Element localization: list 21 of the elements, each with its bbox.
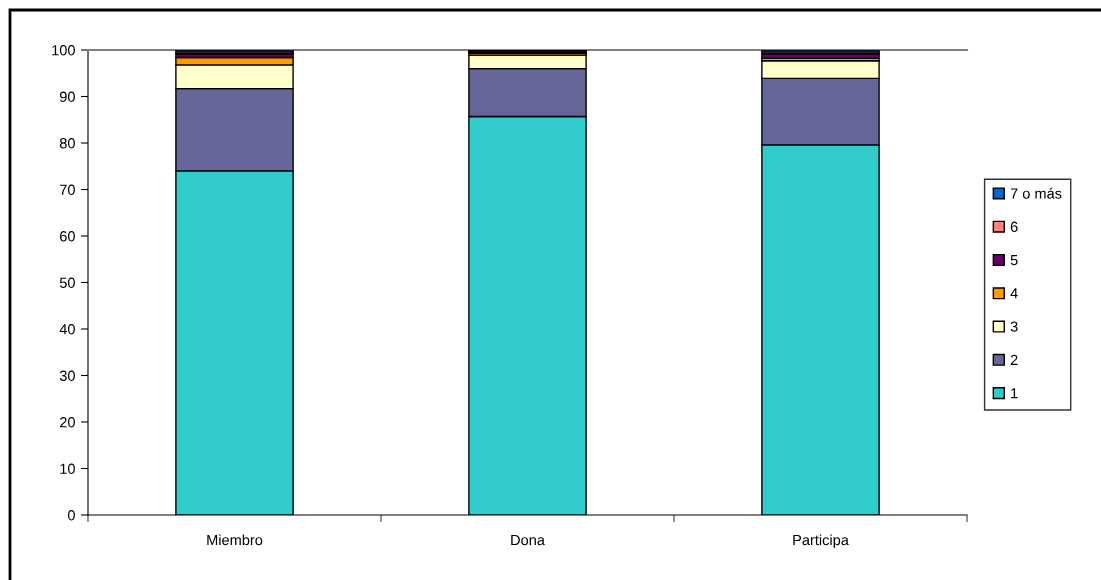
y-tick-label: 90 <box>59 91 75 102</box>
y-tick-label: 80 <box>59 138 75 149</box>
legend-label: 4 <box>1010 288 1018 299</box>
legend-label: 5 <box>1010 255 1018 266</box>
legend-label: 7 o más <box>1010 187 1062 199</box>
x-tick-label: Participa <box>793 534 849 549</box>
y-tick-label: 0 <box>67 510 75 521</box>
x-tick-label: Dona <box>511 534 545 546</box>
legend-label: 6 <box>1010 221 1018 232</box>
y-tick-label: 60 <box>60 231 75 242</box>
y-tick-label: 10 <box>60 463 75 474</box>
y-tick-label: 100 <box>52 45 75 56</box>
y-tick-label: 30 <box>59 370 75 381</box>
legend-label: 1 <box>1011 388 1018 399</box>
y-tick-label: 50 <box>59 277 75 288</box>
x-tick-label: Miembro <box>207 534 263 546</box>
y-tick-label: 40 <box>59 324 75 335</box>
legend-label: 3 <box>1010 321 1018 332</box>
y-tick-label: 70 <box>60 184 75 195</box>
y-tick-label: 20 <box>60 417 75 428</box>
legend-label: 2 <box>1010 354 1018 365</box>
